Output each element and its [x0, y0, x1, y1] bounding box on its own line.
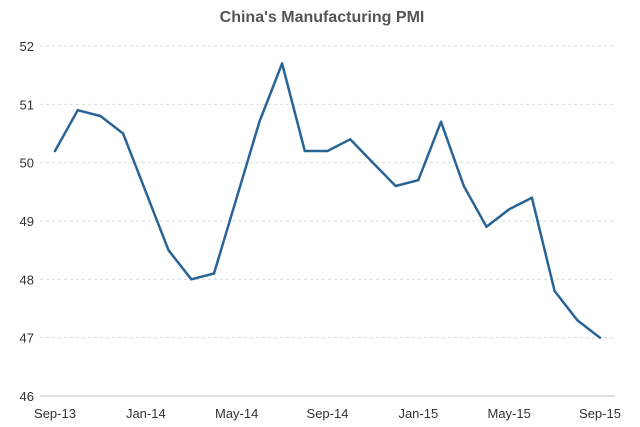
data-point: [99, 114, 102, 118]
data-point: [371, 161, 375, 164]
data-point: [326, 149, 329, 153]
x-tick-label: Jan-14: [126, 406, 166, 421]
data-point: [235, 196, 238, 199]
x-axis-tick-labels: Sep-13 Jan-14 May-14 Sep-14 Jan-15 May-15 Sep-…: [34, 406, 621, 421]
chart-title: China's Manufacturing PMI: [220, 9, 425, 26]
data-point: [76, 108, 79, 112]
data-point: [598, 336, 602, 339]
data-point: [303, 149, 306, 153]
data-point: [190, 278, 193, 281]
y-axis-tick-labels: 46 47 48 49 50 51 52: [20, 39, 34, 404]
data-point: [121, 132, 125, 135]
data-point: [258, 120, 261, 124]
grid-lines: [40, 45, 615, 339]
data-point: [507, 208, 511, 211]
x-tick-label: Jan-15: [398, 406, 438, 421]
y-tick-label: 48: [20, 272, 34, 287]
data-point: [417, 178, 420, 182]
x-tick-label: May-14: [215, 406, 258, 421]
x-tick-label: Sep-13: [34, 406, 76, 421]
data-point: [53, 149, 57, 153]
data-point: [553, 289, 556, 293]
y-tick-label: 47: [20, 331, 34, 346]
data-point: [280, 62, 284, 65]
data-point: [462, 184, 465, 188]
data-point: [576, 318, 579, 322]
data-point: [144, 190, 148, 194]
data-point: [394, 184, 397, 188]
data-point: [439, 120, 443, 124]
data-point: [167, 248, 170, 252]
x-tick-label: May-15: [487, 406, 530, 421]
series-layer: [53, 62, 602, 339]
y-tick-label: 46: [20, 389, 34, 404]
data-point: [349, 138, 352, 141]
data-point: [212, 272, 216, 275]
data-point: [485, 225, 488, 229]
y-tick-label: 50: [20, 156, 34, 171]
y-tick-label: 52: [20, 39, 34, 54]
data-point: [530, 196, 534, 199]
x-tick-label: Sep-15: [579, 406, 621, 421]
y-tick-label: 51: [20, 97, 34, 112]
y-tick-label: 49: [20, 214, 34, 229]
x-tick-label: Sep-14: [307, 406, 349, 421]
